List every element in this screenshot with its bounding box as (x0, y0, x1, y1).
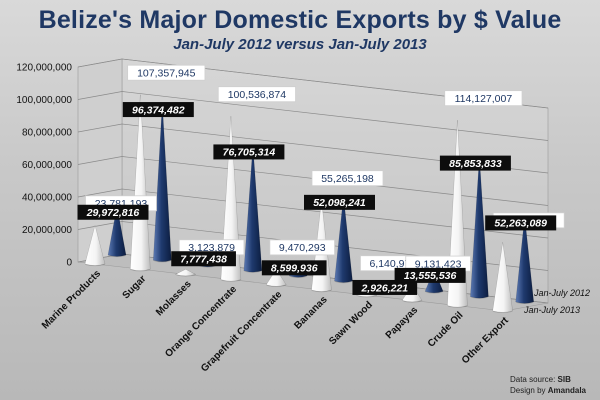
y-tick-label: 20,000,000 (22, 225, 72, 236)
category-label: Bananas (292, 294, 330, 332)
gridline (77, 156, 549, 206)
gridline (77, 91, 549, 141)
svg-text:52,098,241: 52,098,241 (313, 197, 366, 209)
cone-2013-2 (130, 94, 151, 272)
data-label-2013-6: 55,265,198 (311, 170, 384, 187)
legend-label-2012: Jan-July 2012 (533, 288, 590, 298)
y-tick-label: 100,000,000 (16, 95, 72, 106)
data-label-2012-7: 2,926,221 (352, 279, 418, 295)
gridline (77, 58, 549, 109)
svg-text:6,140,974: 6,140,974 (369, 258, 416, 270)
svg-text:8,599,936: 8,599,936 (271, 263, 318, 275)
category-label: Crude Oil (426, 310, 466, 350)
data-label-2012-8: 13,555,536 (394, 267, 466, 283)
svg-text:2,926,221: 2,926,221 (360, 282, 408, 294)
data-label-2012-2: 96,374,482 (122, 102, 194, 118)
svg-text:96,374,482: 96,374,482 (132, 104, 185, 116)
svg-text:76,705,314: 76,705,314 (223, 147, 276, 159)
svg-text:52,263,089: 52,263,089 (494, 218, 547, 230)
data-label-2012-10: 52,263,089 (485, 215, 557, 231)
data-label-2012-4: 76,705,314 (213, 144, 285, 160)
data-label-2013-8: 9,131,423 (405, 255, 471, 272)
credits: Data source: SIB Design by Amandala (510, 374, 586, 396)
data-label-2013-9: 114,127,007 (444, 90, 523, 107)
svg-text:9,131,423: 9,131,423 (415, 258, 462, 270)
y-axis-tick-labels: 0 20,000,000 40,000,000 60,000,000 80,000,00… (16, 63, 72, 269)
data-label-2012-3: 7,777,438 (171, 251, 236, 267)
svg-text:55,265,198: 55,265,198 (321, 173, 374, 185)
design-credit-line: Design by Amandala (510, 385, 586, 396)
cone-2013-10 (492, 242, 513, 314)
data-label-2012-1: 29,972,816 (77, 204, 149, 220)
data-label-2012-5: 8,599,936 (261, 260, 327, 276)
source-prefix: Data source: (509, 375, 558, 384)
y-tick-label: 80,000,000 (22, 128, 72, 139)
cone-2013-5 (265, 269, 287, 287)
svg-text:7,777,438: 7,777,438 (180, 254, 227, 266)
cone-2012-9 (470, 157, 489, 299)
y-tick-label: 120,000,000 (16, 63, 72, 74)
data-label-2012-9: 85,853,833 (439, 155, 511, 171)
gridline (77, 188, 549, 239)
data-labels: 23,781,19329,972,816107,357,94596,374,48… (77, 64, 565, 295)
design-name: Amandala (547, 386, 586, 395)
svg-text:100,536,874: 100,536,874 (228, 89, 287, 101)
svg-text:29,972,816: 29,972,816 (86, 207, 140, 219)
data-label-2013-5: 9,470,293 (269, 239, 335, 256)
svg-text:114,127,007: 114,127,007 (455, 93, 513, 105)
category-label: Marine Products (40, 268, 103, 331)
series-legend: Jan-July 2012 Jan-July 2013 (523, 288, 590, 315)
design-prefix: Design by (509, 386, 548, 395)
cone-2013-3 (175, 269, 197, 277)
svg-text:85,853,833: 85,853,833 (449, 158, 502, 170)
data-label-2012-6: 52,098,241 (304, 194, 375, 210)
svg-text:3,123,879: 3,123,879 (188, 242, 235, 254)
category-label: Other Export (460, 315, 511, 366)
gridline (77, 123, 549, 174)
svg-text:107,357,945: 107,357,945 (137, 68, 196, 80)
gridline (77, 221, 549, 271)
chart-subtitle: Jan-July 2012 versus Jan-July 2013 (173, 36, 427, 53)
legend-label-2013: Jan-July 2013 (523, 305, 580, 315)
svg-text:9,470,293: 9,470,293 (279, 242, 326, 254)
category-label: Papayas (384, 304, 421, 341)
data-source-line: Data source: SIB (510, 374, 586, 385)
chart-title: Belize's Major Domestic Exports by $ Val… (38, 6, 562, 34)
cone-2012-10 (515, 216, 534, 305)
y-tick-label: 60,000,000 (22, 160, 72, 171)
cone-2012-1 (107, 206, 127, 258)
source-name: SIB (557, 375, 571, 384)
svg-text:13,555,536: 13,555,536 (404, 270, 457, 282)
y-tick-label: 40,000,000 (22, 193, 72, 204)
cone-2013-1 (84, 224, 106, 267)
data-label-2013-4: 100,536,874 (217, 86, 296, 103)
data-label-2013-2: 107,357,945 (127, 64, 206, 81)
category-label: Sugar (121, 273, 149, 301)
category-label: Molasses (154, 278, 194, 318)
y-tick-label: 0 (66, 258, 72, 269)
category-label: Grapefruit Concentrate (199, 289, 284, 374)
data-label-2013-3: 3,123,879 (178, 239, 245, 256)
category-label: Sawn Wood (327, 300, 375, 348)
